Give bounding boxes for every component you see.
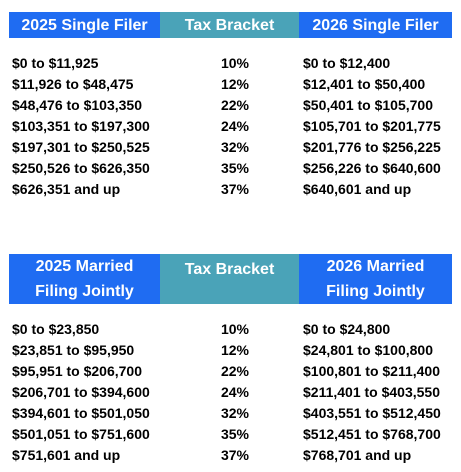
- single-2025-row: $11,926 to $48,475: [12, 76, 134, 92]
- single-rate: 24%: [220, 118, 250, 134]
- single-2026-row: $50,401 to $105,700: [303, 97, 433, 113]
- single-2026-row: $0 to $12,400: [303, 55, 391, 71]
- married-2026-row: $100,801 to $211,400: [303, 363, 441, 379]
- married-rate-column: 10% 12% 22% 24% 32% 35% 37%: [205, 319, 265, 466]
- married-2026-column: $0 to $24,800 $24,801 to $100,800 $100,8…: [303, 319, 458, 466]
- single-2025-row: $626,351 and up: [12, 181, 121, 197]
- single-rate: 12%: [220, 76, 250, 92]
- single-rate: 22%: [220, 97, 250, 113]
- married-rate: 32%: [220, 405, 250, 421]
- single-2026-header-label: 2026 Single Filer: [312, 16, 439, 34]
- single-2025-column: $0 to $11,925 $11,926 to $48,475 $48,476…: [12, 53, 162, 200]
- married-2025-row: $0 to $23,850: [12, 321, 100, 337]
- married-bracket-header-label: Tax Bracket: [184, 261, 275, 278]
- married-2025-row: $751,601 and up: [12, 447, 121, 463]
- married-2026-row: $403,551 to $512,450: [303, 405, 441, 421]
- single-2026-header: 2026 Single Filer: [299, 12, 452, 38]
- single-2025-row: $0 to $11,925: [12, 55, 99, 71]
- married-rate: 10%: [220, 321, 250, 337]
- single-bracket-header: Tax Bracket: [160, 12, 299, 38]
- single-2026-row: $640,601 and up: [303, 181, 412, 197]
- married-2025-row: $501,051 to $751,600: [12, 426, 150, 442]
- married-2026-row: $512,451 to $768,700: [303, 426, 441, 442]
- married-bracket-header: Tax Bracket: [160, 254, 299, 304]
- married-rate: 35%: [220, 426, 250, 442]
- married-2026-row: $0 to $24,800: [303, 321, 391, 337]
- single-rate: 35%: [220, 160, 250, 176]
- single-2025-row: $197,301 to $250,525: [12, 139, 150, 155]
- married-2025-row: $394,601 to $501,050: [12, 405, 150, 421]
- single-2026-row: $201,776 to $256,225: [303, 139, 441, 155]
- single-2026-row: $12,401 to $50,400: [303, 76, 426, 92]
- married-2026-header: 2026 Married Filing Jointly: [299, 254, 452, 304]
- single-2025-header-label: 2025 Single Filer: [21, 16, 148, 34]
- single-rate: 37%: [220, 181, 250, 197]
- married-2026-row: $768,701 and up: [303, 447, 412, 463]
- married-2026-row: $24,801 to $100,800: [303, 342, 433, 358]
- married-rate: 22%: [220, 363, 250, 379]
- single-rate: 10%: [220, 55, 250, 71]
- single-2025-row: $103,351 to $197,300: [12, 118, 150, 134]
- married-2025-column: $0 to $23,850 $23,851 to $95,950 $95,951…: [12, 319, 162, 466]
- single-2026-row: $105,701 to $201,775: [303, 118, 441, 134]
- married-rate: 12%: [220, 342, 250, 358]
- married-rate: 37%: [220, 447, 250, 463]
- married-2025-header-line2: Filing Jointly: [35, 283, 134, 300]
- married-2026-header-line1: 2026 Married: [326, 258, 425, 275]
- single-2026-column: $0 to $12,400 $12,401 to $50,400 $50,401…: [303, 53, 458, 200]
- married-2025-row: $206,701 to $394,600: [12, 384, 150, 400]
- single-rate: 32%: [220, 139, 250, 155]
- married-rate: 24%: [220, 384, 250, 400]
- married-2025-row: $23,851 to $95,950: [12, 342, 135, 358]
- single-2025-row: $250,526 to $626,350: [12, 160, 150, 176]
- single-2025-header: 2025 Single Filer: [9, 12, 160, 38]
- married-2026-header-line2: Filing Jointly: [326, 283, 425, 300]
- single-2025-row: $48,476 to $103,350: [12, 97, 142, 113]
- married-2026-row: $211,401 to $403,550: [303, 384, 441, 400]
- single-bracket-header-label: Tax Bracket: [184, 16, 275, 34]
- married-2025-header: 2025 Married Filing Jointly: [9, 254, 160, 304]
- single-rate-column: 10% 12% 22% 24% 32% 35% 37%: [205, 53, 265, 200]
- married-2025-header-line1: 2025 Married: [35, 258, 134, 275]
- single-2026-row: $256,226 to $640,600: [303, 160, 441, 176]
- married-2025-row: $95,951 to $206,700: [12, 363, 142, 379]
